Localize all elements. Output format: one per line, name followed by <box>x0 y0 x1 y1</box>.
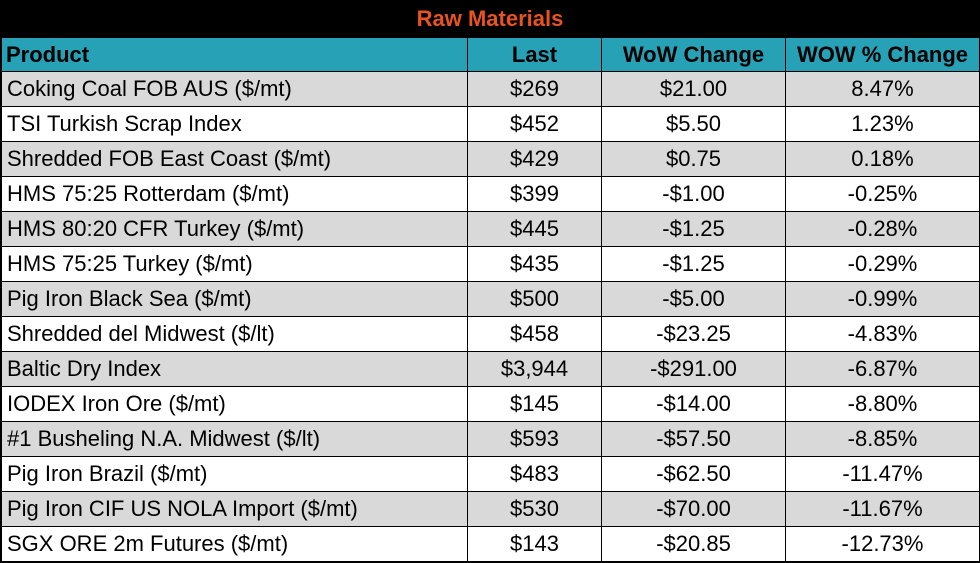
cell-last: $399 <box>467 176 602 212</box>
cell-last: $143 <box>467 526 602 562</box>
cell-product: TSI Turkish Scrap Index <box>1 106 468 142</box>
header-product: Product <box>1 37 468 72</box>
cell-last: $269 <box>467 71 602 107</box>
cell-wow-pct-change: -11.47% <box>785 456 980 492</box>
table-row: Coking Coal FOB AUS ($/mt) $269 $21.00 8.47… <box>1 71 980 107</box>
cell-wow-pct-change: 0.18% <box>785 141 980 177</box>
header-last: Last <box>467 37 602 72</box>
cell-wow-pct-change: -0.99% <box>785 281 980 317</box>
cell-wow-change: $0.75 <box>601 141 786 177</box>
table-row: TSI Turkish Scrap Index $452 $5.50 1.23% <box>1 106 980 142</box>
table-row: Shredded FOB East Coast ($/mt) $429 $0.75 0… <box>1 141 980 177</box>
table-row: HMS 75:25 Turkey ($/mt) $435 -$1.25 -0.29% <box>1 246 980 282</box>
cell-wow-change: -$291.00 <box>601 351 786 387</box>
cell-product: HMS 80:20 CFR Turkey ($/mt) <box>1 211 468 247</box>
cell-wow-pct-change: -0.28% <box>785 211 980 247</box>
table-body: Coking Coal FOB AUS ($/mt) $269 $21.00 8.47… <box>1 71 980 562</box>
cell-product: HMS 75:25 Turkey ($/mt) <box>1 246 468 282</box>
cell-product: Shredded FOB East Coast ($/mt) <box>1 141 468 177</box>
table-title-bar: Raw Materials <box>1 1 979 37</box>
table-row: #1 Busheling N.A. Midwest ($/lt) $593 -$57… <box>1 421 980 457</box>
table-row: HMS 80:20 CFR Turkey ($/mt) $445 -$1.25 -0.… <box>1 211 980 247</box>
cell-wow-change: -$70.00 <box>601 491 786 527</box>
table-row: SGX ORE 2m Futures ($/mt) $143 -$20.85 -12.… <box>1 526 980 562</box>
cell-last: $435 <box>467 246 602 282</box>
cell-product: SGX ORE 2m Futures ($/mt) <box>1 526 468 562</box>
cell-last: $145 <box>467 386 602 422</box>
table-row: HMS 75:25 Rotterdam ($/mt) $399 -$1.00 -0.2… <box>1 176 980 212</box>
cell-wow-change: $5.50 <box>601 106 786 142</box>
cell-wow-pct-change: -6.87% <box>785 351 980 387</box>
cell-wow-pct-change: -0.29% <box>785 246 980 282</box>
cell-last: $3,944 <box>467 351 602 387</box>
table-row: Pig Iron Black Sea ($/mt) $500 -$5.00 -0.99… <box>1 281 980 317</box>
table-title: Raw Materials <box>416 6 564 31</box>
cell-wow-pct-change: -0.25% <box>785 176 980 212</box>
cell-wow-change: -$1.00 <box>601 176 786 212</box>
table-row: Pig Iron CIF US NOLA Import ($/mt) $530 -$… <box>1 491 980 527</box>
table-row: Baltic Dry Index $3,944 -$291.00 -6.87% <box>1 351 980 387</box>
cell-wow-pct-change: -8.85% <box>785 421 980 457</box>
cell-wow-change: -$1.25 <box>601 246 786 282</box>
table-row: IODEX Iron Ore ($/mt) $145 -$14.00 -8.80% <box>1 386 980 422</box>
cell-last: $483 <box>467 456 602 492</box>
cell-last: $530 <box>467 491 602 527</box>
table-row: Pig Iron Brazil ($/mt) $483 -$62.50 -11.47% <box>1 456 980 492</box>
cell-product: HMS 75:25 Rotterdam ($/mt) <box>1 176 468 212</box>
cell-last: $458 <box>467 316 602 352</box>
header-row: Product Last WoW Change WOW % Change <box>1 37 980 72</box>
table-row: Shredded del Midwest ($/lt) $458 -$23.25 -4… <box>1 316 980 352</box>
header-wow-change: WoW Change <box>601 37 786 72</box>
cell-product: Pig Iron Brazil ($/mt) <box>1 456 468 492</box>
cell-wow-pct-change: -12.73% <box>785 526 980 562</box>
cell-last: $445 <box>467 211 602 247</box>
cell-wow-pct-change: -8.80% <box>785 386 980 422</box>
cell-wow-pct-change: 8.47% <box>785 71 980 107</box>
cell-product: Pig Iron Black Sea ($/mt) <box>1 281 468 317</box>
cell-last: $500 <box>467 281 602 317</box>
cell-wow-pct-change: 1.23% <box>785 106 980 142</box>
cell-wow-change: -$23.25 <box>601 316 786 352</box>
cell-wow-pct-change: -4.83% <box>785 316 980 352</box>
cell-wow-change: $21.00 <box>601 71 786 107</box>
cell-product: IODEX Iron Ore ($/mt) <box>1 386 468 422</box>
cell-wow-change: -$14.00 <box>601 386 786 422</box>
cell-wow-change: -$62.50 <box>601 456 786 492</box>
raw-materials-table: Product Last WoW Change WOW % Change Cok… <box>1 37 980 562</box>
cell-product: #1 Busheling N.A. Midwest ($/lt) <box>1 421 468 457</box>
cell-wow-change: -$57.50 <box>601 421 786 457</box>
cell-product: Shredded del Midwest ($/lt) <box>1 316 468 352</box>
cell-wow-change: -$1.25 <box>601 211 786 247</box>
cell-product: Coking Coal FOB AUS ($/mt) <box>1 71 468 107</box>
cell-last: $593 <box>467 421 602 457</box>
header-wow-pct-change: WOW % Change <box>785 37 980 72</box>
cell-wow-change: -$5.00 <box>601 281 786 317</box>
cell-product: Pig Iron CIF US NOLA Import ($/mt) <box>1 491 468 527</box>
cell-last: $429 <box>467 141 602 177</box>
cell-last: $452 <box>467 106 602 142</box>
cell-wow-change: -$20.85 <box>601 526 786 562</box>
cell-product: Baltic Dry Index <box>1 351 468 387</box>
cell-wow-pct-change: -11.67% <box>785 491 980 527</box>
